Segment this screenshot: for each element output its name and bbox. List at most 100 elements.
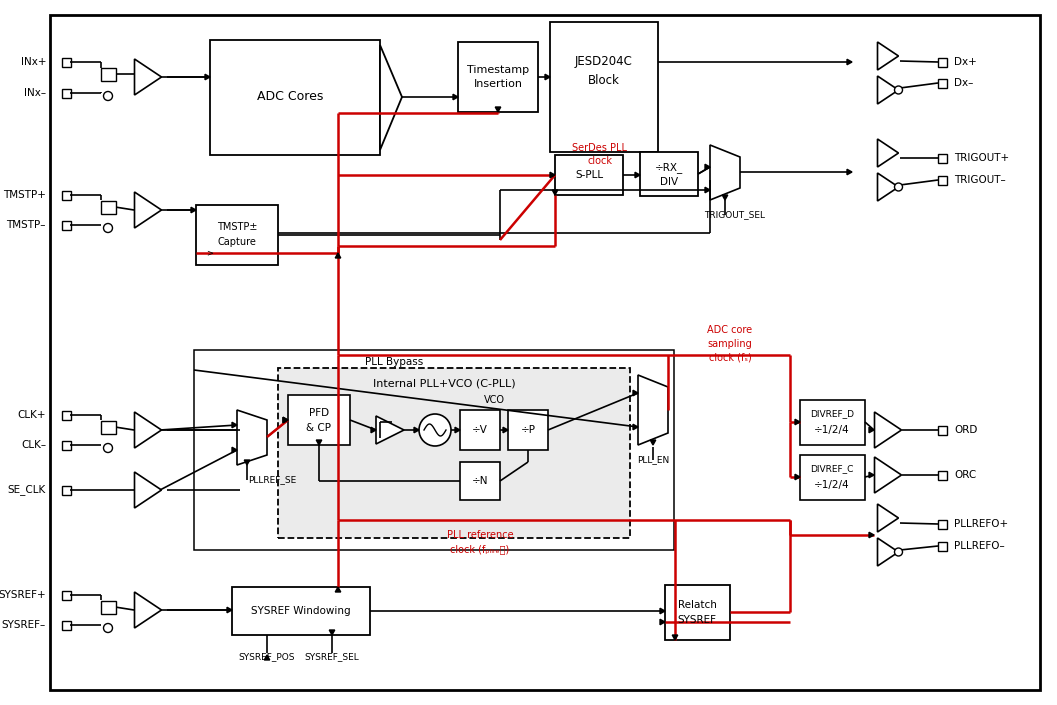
Bar	[100, 601, 115, 613]
Polygon shape	[371, 427, 376, 433]
Polygon shape	[453, 94, 458, 99]
Text: ÷1/2/4: ÷1/2/4	[814, 480, 850, 490]
Text: SerDes PLL: SerDes PLL	[573, 143, 628, 153]
Bar	[550, 22, 659, 152]
Text: S-PLL: S-PLL	[575, 170, 604, 180]
Text: Capture: Capture	[218, 237, 257, 247]
Bar	[460, 410, 500, 450]
Bar	[61, 410, 71, 419]
Bar	[61, 190, 71, 200]
Bar	[61, 620, 71, 630]
Text: INx–: INx–	[24, 88, 47, 98]
Text: & CP: & CP	[307, 423, 332, 433]
Bar	[555, 155, 623, 195]
Circle shape	[419, 414, 451, 446]
Polygon shape	[414, 427, 419, 433]
Text: Relatch: Relatch	[678, 600, 717, 610]
Bar	[61, 221, 71, 230]
Text: PLL Bypass: PLL Bypass	[365, 357, 423, 367]
Polygon shape	[650, 440, 655, 445]
Polygon shape	[710, 145, 740, 200]
Text: ORC: ORC	[954, 470, 977, 480]
Polygon shape	[705, 164, 710, 170]
Text: SYSREF_SEL: SYSREF_SEL	[304, 653, 359, 661]
Polygon shape	[134, 59, 162, 95]
Bar	[508, 410, 548, 450]
Text: PLL_EN: PLL_EN	[637, 455, 669, 465]
Text: Dx–: Dx–	[954, 78, 973, 88]
Text: SE_CLK: SE_CLK	[7, 484, 47, 496]
Bar	[938, 470, 946, 479]
Text: SYSREF: SYSREF	[678, 615, 717, 625]
Text: DIV: DIV	[660, 177, 678, 187]
Bar	[938, 78, 946, 87]
Bar	[288, 395, 350, 445]
Polygon shape	[877, 139, 898, 167]
Text: SYSREF–: SYSREF–	[2, 620, 47, 630]
Text: ÷V: ÷V	[472, 425, 488, 435]
Polygon shape	[633, 424, 638, 430]
Bar	[61, 58, 71, 66]
Bar	[196, 205, 278, 265]
Text: clock (fₛ): clock (fₛ)	[708, 353, 752, 363]
Text: ADC core: ADC core	[707, 325, 753, 335]
Polygon shape	[874, 457, 902, 493]
Polygon shape	[877, 504, 898, 532]
Bar	[938, 541, 946, 551]
Text: ÷1/2/4: ÷1/2/4	[814, 425, 850, 435]
Polygon shape	[231, 422, 237, 428]
Polygon shape	[316, 440, 321, 445]
Polygon shape	[660, 608, 665, 614]
Polygon shape	[847, 169, 852, 175]
Polygon shape	[134, 592, 162, 628]
Polygon shape	[877, 538, 898, 566]
Circle shape	[894, 183, 903, 191]
Text: Timestamp: Timestamp	[467, 65, 530, 75]
Polygon shape	[877, 42, 898, 70]
Circle shape	[104, 443, 112, 453]
Bar	[100, 200, 115, 214]
Polygon shape	[329, 630, 335, 635]
Text: TRIGOUT_SEL: TRIGOUT_SEL	[705, 211, 765, 219]
Polygon shape	[635, 172, 639, 178]
Text: SYSREF_POS: SYSREF_POS	[239, 653, 295, 661]
Text: clock: clock	[588, 156, 612, 166]
Text: clock (fₚₗₗᵣₑ⁦): clock (fₚₗₗᵣₑ⁦)	[450, 544, 509, 554]
Polygon shape	[869, 472, 874, 478]
Bar	[938, 176, 946, 185]
Polygon shape	[283, 417, 288, 423]
Text: TRIGOUT+: TRIGOUT+	[954, 153, 1009, 163]
Circle shape	[894, 548, 903, 556]
Text: ÷N: ÷N	[471, 476, 488, 486]
Bar	[458, 42, 538, 112]
Bar	[100, 420, 115, 434]
Polygon shape	[283, 417, 288, 423]
Bar	[100, 68, 115, 80]
Circle shape	[104, 223, 112, 233]
Polygon shape	[191, 207, 196, 213]
Text: sampling: sampling	[707, 339, 753, 349]
Polygon shape	[545, 74, 550, 80]
Text: SYSREF Windowing: SYSREF Windowing	[252, 606, 351, 616]
Polygon shape	[231, 447, 237, 453]
Text: Dx+: Dx+	[954, 57, 977, 67]
Text: PLLREFO–: PLLREFO–	[954, 541, 1005, 551]
Polygon shape	[455, 427, 460, 433]
Bar	[61, 441, 71, 450]
Polygon shape	[134, 472, 162, 508]
Polygon shape	[503, 427, 508, 433]
Polygon shape	[335, 587, 340, 592]
Text: VCO: VCO	[483, 395, 504, 405]
Text: PFD: PFD	[309, 408, 329, 418]
Text: >: >	[206, 248, 214, 257]
Polygon shape	[376, 416, 404, 444]
Bar	[61, 591, 71, 599]
Bar	[639, 152, 698, 196]
Bar	[194, 350, 674, 550]
Polygon shape	[877, 173, 898, 201]
Bar	[800, 455, 865, 500]
Polygon shape	[134, 192, 162, 228]
Polygon shape	[496, 107, 501, 112]
Text: ÷P: ÷P	[520, 425, 536, 435]
Polygon shape	[869, 427, 874, 433]
